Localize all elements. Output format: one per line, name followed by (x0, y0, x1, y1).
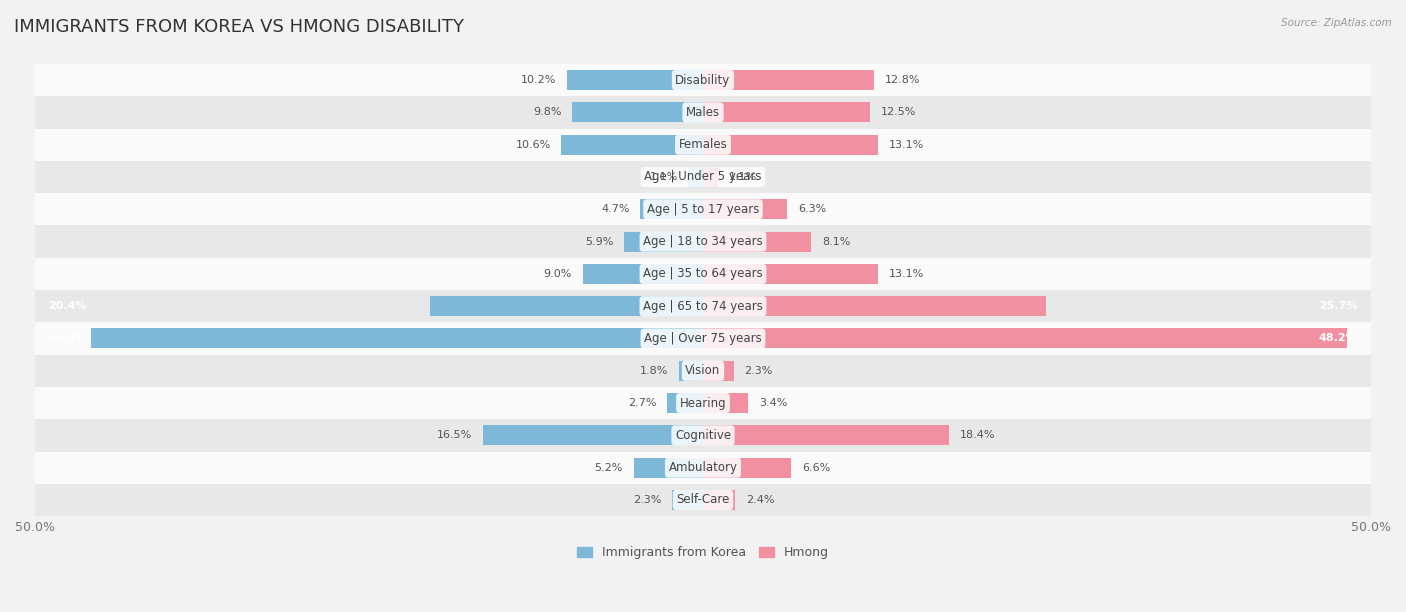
Bar (35, 484, 1371, 516)
Text: Age | 65 to 74 years: Age | 65 to 74 years (643, 300, 763, 313)
Text: 3.4%: 3.4% (759, 398, 787, 408)
Text: 45.8%: 45.8% (48, 334, 87, 343)
Bar (703, 231, 811, 252)
Bar (703, 393, 748, 413)
Text: Source: ZipAtlas.com: Source: ZipAtlas.com (1281, 18, 1392, 28)
Text: 4.7%: 4.7% (600, 204, 630, 214)
Bar (35, 290, 1371, 323)
Bar (640, 200, 703, 219)
Bar (35, 64, 1371, 96)
Bar (703, 329, 1347, 348)
Text: 1.1%: 1.1% (728, 172, 756, 182)
Bar (703, 102, 870, 122)
Text: Disability: Disability (675, 73, 731, 87)
Bar (35, 129, 1371, 161)
Bar (35, 225, 1371, 258)
Bar (703, 296, 1046, 316)
Text: Self-Care: Self-Care (676, 493, 730, 507)
Bar (91, 329, 703, 348)
Bar (634, 458, 703, 478)
Text: 9.8%: 9.8% (533, 107, 561, 118)
Bar (561, 135, 703, 155)
Bar (679, 360, 703, 381)
Bar (666, 393, 703, 413)
Bar (430, 296, 703, 316)
Text: 25.7%: 25.7% (1319, 301, 1358, 311)
Text: Age | Over 75 years: Age | Over 75 years (644, 332, 762, 345)
Bar (582, 264, 703, 284)
Bar (35, 419, 1371, 452)
Bar (672, 490, 703, 510)
Bar (35, 258, 1371, 290)
Text: 10.6%: 10.6% (516, 140, 551, 150)
Text: Age | 35 to 64 years: Age | 35 to 64 years (643, 267, 763, 280)
Text: Vision: Vision (685, 364, 721, 377)
Text: 18.4%: 18.4% (959, 430, 995, 441)
Text: 2.3%: 2.3% (633, 495, 662, 505)
Text: Age | 18 to 34 years: Age | 18 to 34 years (643, 235, 763, 248)
Text: 10.2%: 10.2% (520, 75, 555, 85)
Bar (624, 231, 703, 252)
Text: 5.9%: 5.9% (585, 237, 613, 247)
Text: Males: Males (686, 106, 720, 119)
Text: 5.2%: 5.2% (595, 463, 623, 472)
Bar (703, 264, 877, 284)
Bar (35, 193, 1371, 225)
Text: 13.1%: 13.1% (889, 140, 924, 150)
Text: Ambulatory: Ambulatory (668, 461, 738, 474)
Bar (482, 425, 703, 446)
Text: 6.6%: 6.6% (801, 463, 830, 472)
Bar (703, 135, 877, 155)
Bar (703, 490, 735, 510)
Bar (35, 161, 1371, 193)
Bar (703, 200, 787, 219)
Text: 1.1%: 1.1% (650, 172, 678, 182)
Bar (35, 354, 1371, 387)
Text: IMMIGRANTS FROM KOREA VS HMONG DISABILITY: IMMIGRANTS FROM KOREA VS HMONG DISABILIT… (14, 18, 464, 36)
Text: 12.8%: 12.8% (884, 75, 920, 85)
Legend: Immigrants from Korea, Hmong: Immigrants from Korea, Hmong (572, 541, 834, 564)
Bar (703, 360, 734, 381)
Text: 2.4%: 2.4% (745, 495, 775, 505)
Text: 2.7%: 2.7% (627, 398, 657, 408)
Bar (703, 70, 875, 90)
Text: 6.3%: 6.3% (797, 204, 827, 214)
Bar (572, 102, 703, 122)
Bar (703, 458, 792, 478)
Bar (35, 452, 1371, 484)
Bar (567, 70, 703, 90)
Bar (703, 167, 717, 187)
Bar (35, 96, 1371, 129)
Text: Age | 5 to 17 years: Age | 5 to 17 years (647, 203, 759, 216)
Bar (703, 425, 949, 446)
Text: 16.5%: 16.5% (437, 430, 472, 441)
Bar (35, 323, 1371, 354)
Text: Age | Under 5 years: Age | Under 5 years (644, 171, 762, 184)
Text: 12.5%: 12.5% (880, 107, 917, 118)
Text: 2.3%: 2.3% (744, 366, 773, 376)
Text: 48.2%: 48.2% (1319, 334, 1358, 343)
Bar (35, 387, 1371, 419)
Text: 20.4%: 20.4% (48, 301, 87, 311)
Text: 9.0%: 9.0% (544, 269, 572, 279)
Text: 1.8%: 1.8% (640, 366, 668, 376)
Bar (689, 167, 703, 187)
Text: Females: Females (679, 138, 727, 151)
Text: Hearing: Hearing (679, 397, 727, 409)
Text: 8.1%: 8.1% (823, 237, 851, 247)
Text: Cognitive: Cognitive (675, 429, 731, 442)
Text: 13.1%: 13.1% (889, 269, 924, 279)
